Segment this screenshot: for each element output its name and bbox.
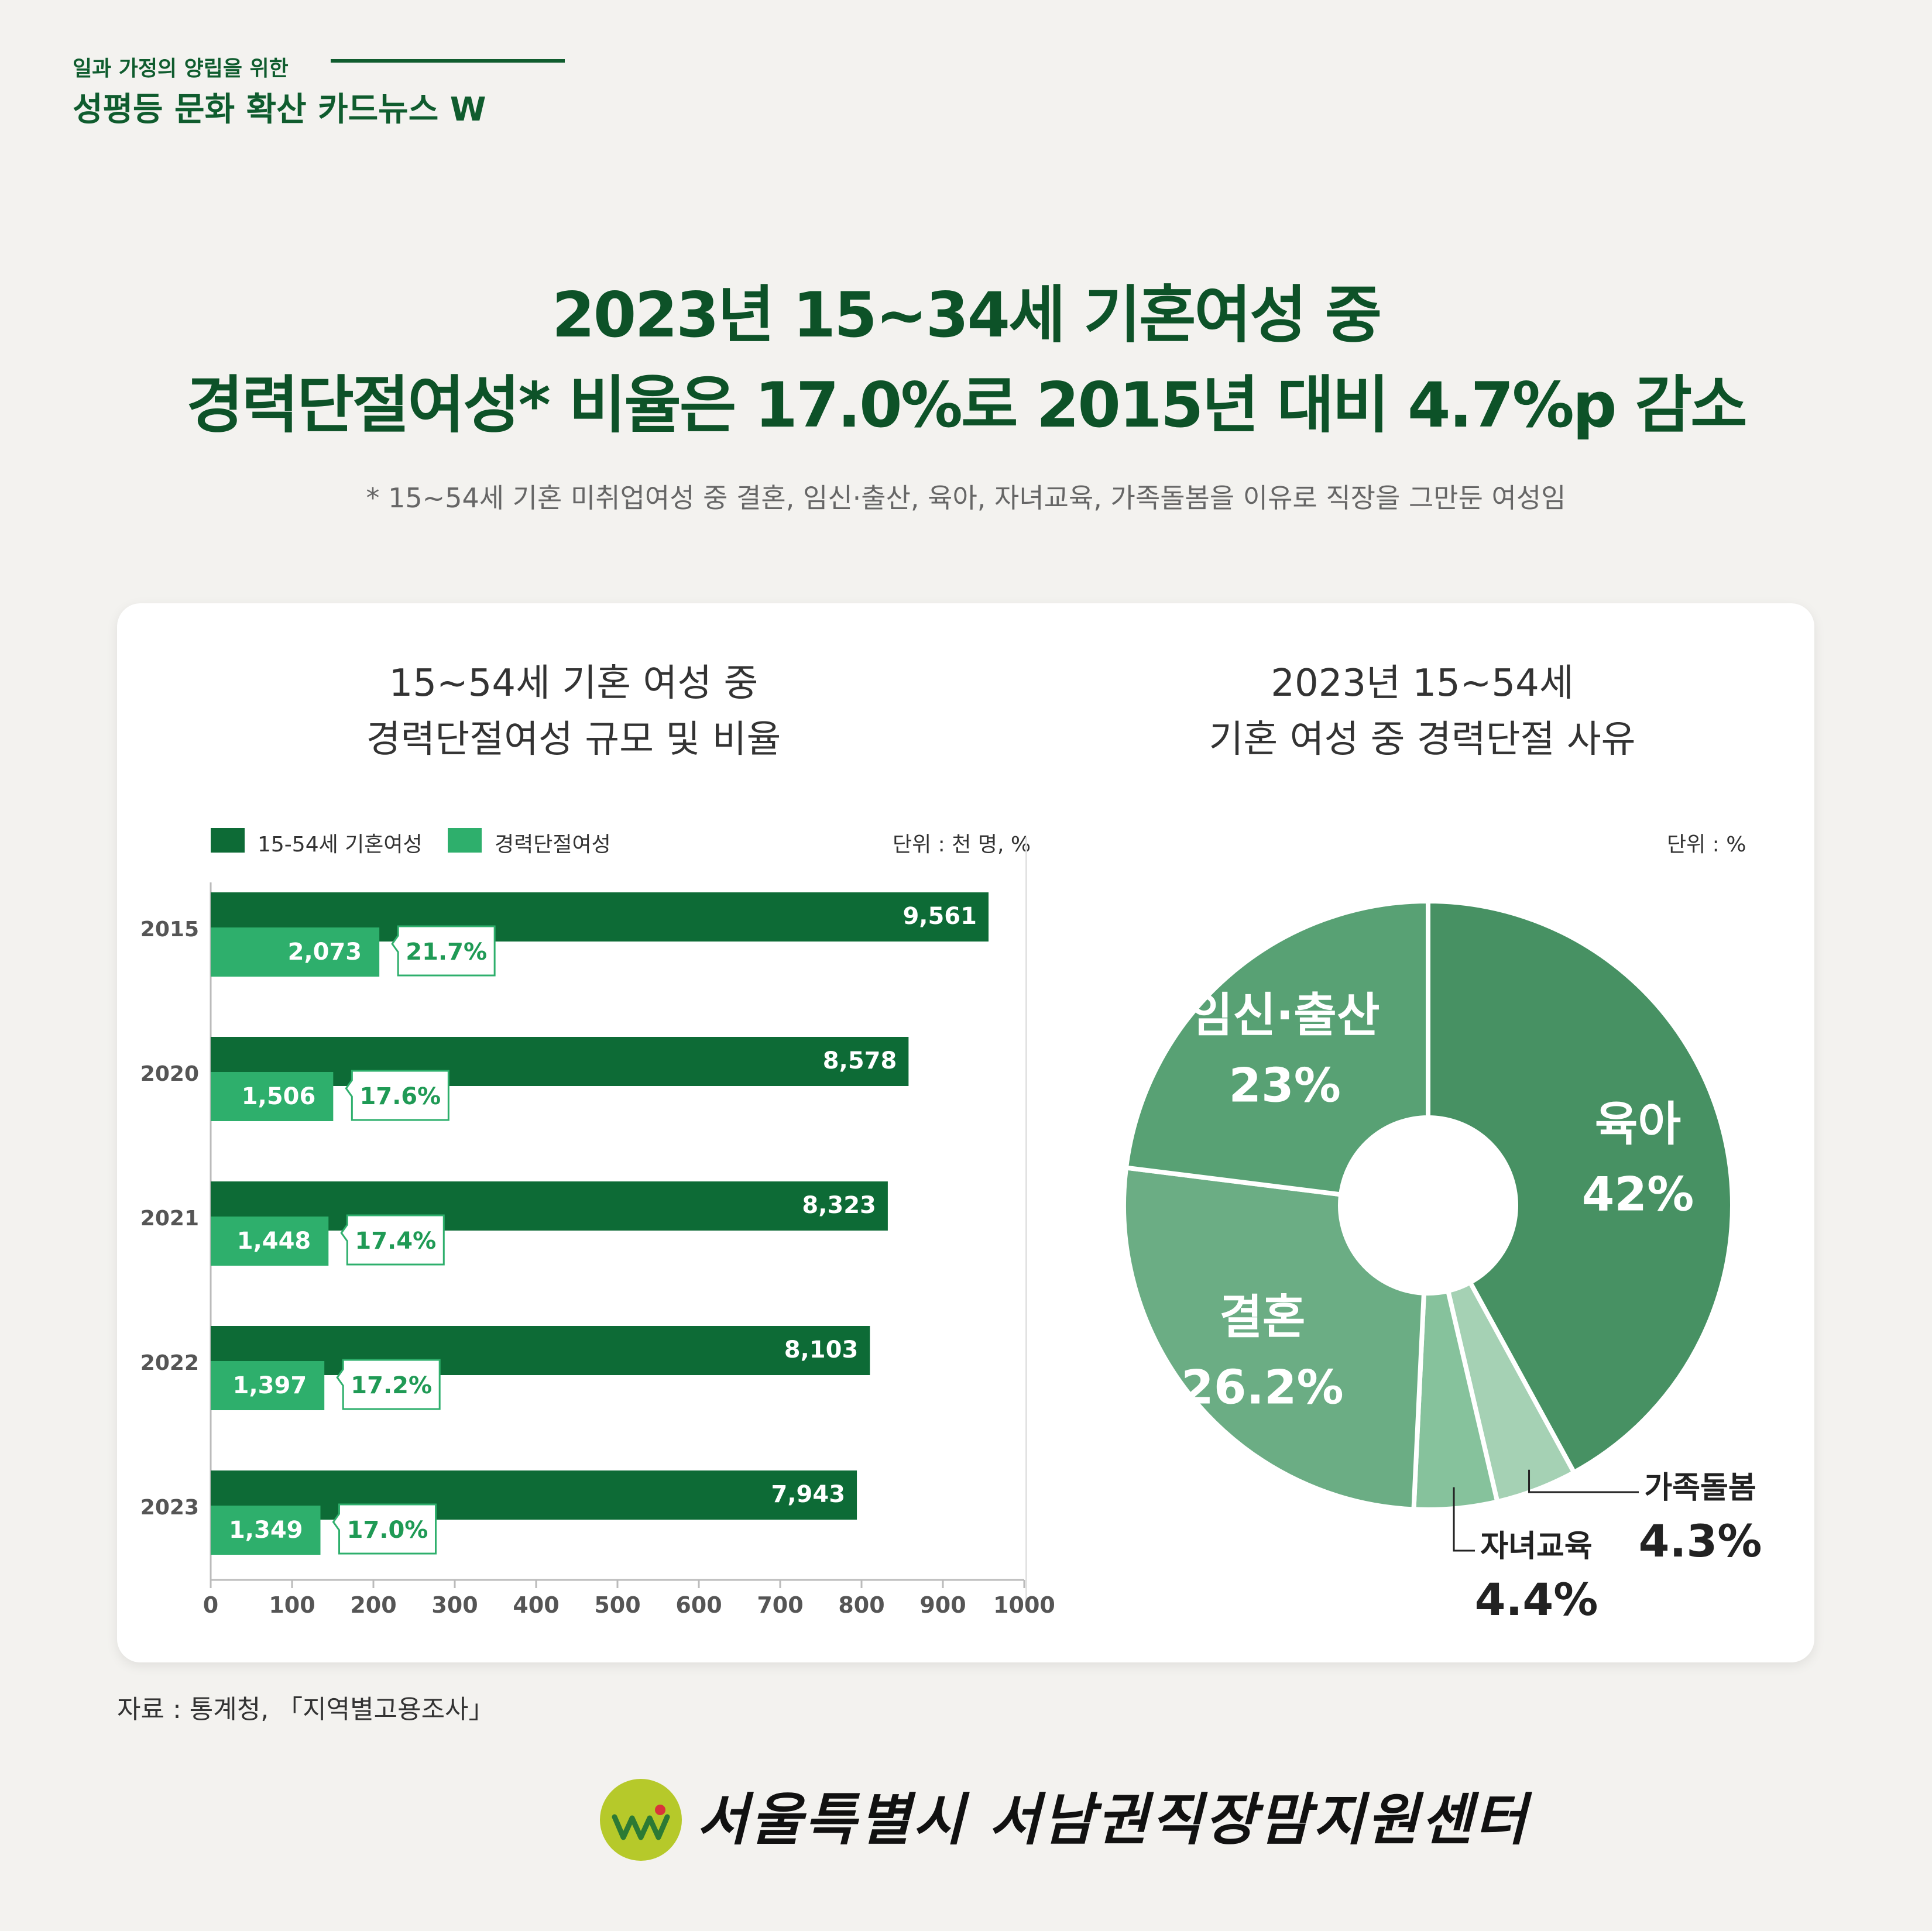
slice-name-4: 결혼: [1219, 1290, 1305, 1344]
headline-line2: 경력단절여성* 비율은 17.0%로 2015년 대비 4.7%p 감소: [186, 369, 1747, 441]
headline-line1: 2023년 15~34세 기혼여성 중: [551, 279, 1382, 351]
leader-line-2: [1528, 1469, 1639, 1493]
x-tick-label: 1000: [993, 1592, 1055, 1618]
x-tick-label: 400: [513, 1592, 559, 1618]
ratio-callout-2022: [336, 1359, 441, 1410]
bar-chart-title: 15~54세 기혼 여성 중 경력단절여성 규모 및 비율: [193, 655, 954, 768]
value-label-married-women-2022: 8,103: [784, 1336, 859, 1363]
year-label-2015: 2015: [140, 918, 199, 942]
ratio-label-2023: 17.0%: [347, 1517, 428, 1544]
donut-slice-1: [1426, 898, 1735, 1476]
bar-career-break-2021: [211, 1217, 329, 1266]
value-label-career-break-2023: 1,349: [229, 1517, 303, 1544]
slice-name-3: 자녀교육: [1480, 1529, 1592, 1564]
header-divider-line: [331, 59, 565, 63]
x-tick-label: 800: [838, 1592, 884, 1618]
ratio-callout-2020: [345, 1070, 449, 1121]
pie-chart-unit: 단위 : %: [1667, 833, 1746, 857]
legend-swatch-career-break: [448, 828, 482, 853]
bar-chart-unit: 단위 : 천 명, %: [893, 833, 1031, 857]
year-label-2021: 2021: [140, 1207, 199, 1231]
slice-value-1: 42%: [1582, 1167, 1694, 1221]
slice-value-2: 4.3%: [1639, 1515, 1762, 1567]
value-label-married-women-2015: 9,561: [902, 903, 977, 930]
headline: 2023년 15~34세 기혼여성 중 경력단절여성* 비율은 17.0%로 2…: [0, 270, 1932, 451]
bar-career-break-2015: [211, 927, 380, 977]
source-note: 자료 : 통계청, 「지역별고용조사」: [117, 1695, 495, 1724]
x-tick-label: 900: [919, 1592, 966, 1618]
ratio-label-2020: 17.6%: [359, 1083, 441, 1110]
legend-swatch-married-women: [211, 828, 245, 853]
x-tick-label: 300: [431, 1592, 478, 1618]
donut-slice-4: [1121, 1165, 1427, 1512]
year-label-2022: 2022: [140, 1351, 199, 1375]
slice-name-5: 임신·출산: [1190, 988, 1380, 1043]
x-tick-label: 700: [757, 1592, 803, 1618]
series-title: 성평등 문화 확산 카드뉴스 W: [73, 91, 486, 129]
value-label-career-break-2015: 2,073: [288, 939, 362, 966]
series-label: 일과 가정의 양립을 위한: [73, 57, 289, 81]
footnote: * 15~54세 기혼 미취업여성 중 결혼, 임신·출산, 육아, 자녀교육,…: [366, 482, 1566, 514]
chart-divider: [1025, 837, 1027, 1603]
pie-chart-title-line2: 기혼 여성 중 경력단절 사유: [1209, 718, 1636, 761]
x-tick-label: 100: [269, 1592, 315, 1618]
bar-career-break-2022: [211, 1361, 325, 1410]
ratio-label-2021: 17.4%: [355, 1228, 436, 1255]
x-tick-label: 200: [350, 1592, 396, 1618]
donut-slice-5: [1123, 898, 1430, 1197]
leader-line-3: [1453, 1487, 1475, 1552]
value-label-career-break-2021: 1,448: [237, 1228, 311, 1255]
pie-chart-title-line1: 2023년 15~54세: [1271, 662, 1574, 705]
value-label-married-women-2020: 8,578: [823, 1047, 897, 1074]
bar-chart-title-line2: 경력단절여성 규모 및 비율: [366, 718, 781, 761]
x-tick-label: 0: [203, 1592, 218, 1618]
value-label-career-break-2020: 1,506: [242, 1083, 316, 1110]
wm-logo-icon: [600, 1779, 682, 1861]
bar-career-break-2020: [211, 1072, 334, 1121]
ratio-callout-2015: [391, 925, 496, 977]
year-label-2020: 2020: [140, 1062, 199, 1086]
value-label-married-women-2023: 7,943: [771, 1481, 846, 1508]
value-label-career-break-2022: 1,397: [233, 1372, 307, 1399]
slice-value-4: 26.2%: [1181, 1360, 1344, 1414]
ratio-callout-2021: [340, 1214, 445, 1266]
x-tick-label: 500: [594, 1592, 640, 1618]
bar-career-break-2023: [211, 1506, 321, 1555]
slice-name-2: 가족돌봄: [1644, 1470, 1756, 1506]
bar-chart-title-line1: 15~54세 기혼 여성 중: [389, 662, 759, 705]
year-label-2023: 2023: [140, 1496, 199, 1520]
ratio-callout-2023: [332, 1503, 437, 1555]
ratio-label-2015: 21.7%: [406, 939, 487, 966]
legend-label-married-women: 15-54세 기혼여성: [258, 833, 423, 857]
ratio-label-2022: 17.2%: [351, 1372, 432, 1399]
slice-name-1: 육아: [1595, 1097, 1681, 1151]
value-label-married-women-2021: 8,323: [802, 1192, 876, 1219]
slice-value-3: 4.4%: [1475, 1573, 1598, 1626]
slice-value-5: 23%: [1228, 1059, 1340, 1113]
logo-text: 서울특별시 서남권직장맘지원센터: [696, 1786, 1529, 1853]
legend-label-career-break: 경력단절여성: [495, 833, 611, 857]
pie-chart-title: 2023년 15~54세 기혼 여성 중 경력단절 사유: [1042, 655, 1803, 768]
x-tick-label: 600: [675, 1592, 722, 1618]
